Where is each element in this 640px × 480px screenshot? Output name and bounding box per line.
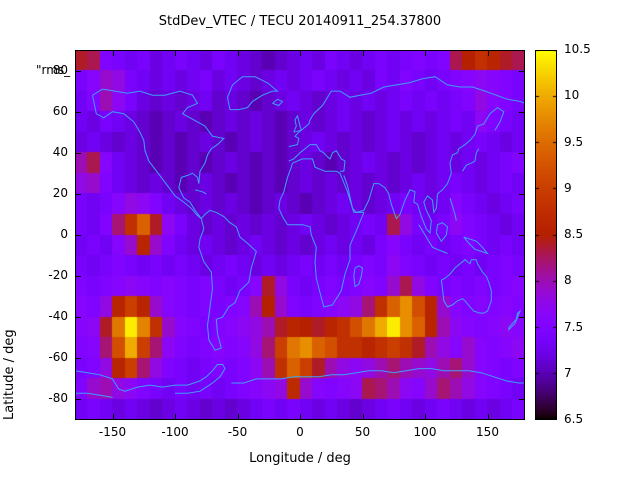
coastline-path	[418, 224, 448, 254]
coastline-path	[463, 236, 489, 255]
coastline-path	[288, 144, 346, 172]
colorbar-tick-label: 7	[564, 365, 572, 380]
coastline-path	[198, 209, 257, 351]
coastline-path	[92, 88, 225, 219]
y-tick-label: 0	[60, 227, 68, 241]
y-tick-label: -80	[48, 391, 68, 406]
colorbar-tick-label: 10	[564, 88, 580, 103]
coastline-path	[435, 222, 449, 243]
coastline-path	[226, 76, 279, 111]
colorbar-tick-label: 6.5	[564, 412, 584, 426]
chart-title: StdDev_VTEC / TECU 20140911_254.37800	[158, 14, 442, 29]
coastline-path	[508, 309, 522, 331]
colorbar-gradient	[535, 50, 557, 420]
x-tick-label: 50	[354, 425, 371, 439]
coastline-path	[75, 392, 113, 398]
coastline-path	[343, 106, 505, 235]
coastline-path	[231, 368, 525, 384]
y-tick-label: -40	[48, 309, 68, 324]
coastline-path	[272, 98, 284, 107]
y-tick-label: -20	[48, 268, 68, 283]
coastline-path	[278, 158, 365, 308]
y-tick-label: 20	[52, 185, 68, 200]
coastline-path	[449, 197, 457, 221]
coastline-path	[288, 76, 525, 148]
heatmap-canvas	[75, 50, 525, 420]
x-tick-label: 150	[476, 425, 499, 439]
coastline-path	[440, 259, 492, 314]
colorbar-tick-label: 9	[564, 180, 572, 195]
x-tick-label: -150	[98, 425, 127, 439]
colorbar-tick-label: 9.5	[564, 134, 584, 149]
coastline-path	[353, 265, 364, 288]
y-tick-label: 40	[52, 144, 68, 159]
y-tick-label: 60	[52, 103, 68, 118]
colorbar-tick-label: 7.5	[564, 319, 584, 334]
coastline-overlay	[75, 50, 525, 420]
x-tick-label: 0	[296, 425, 304, 439]
colorbar-tick-label: 10.5	[564, 42, 591, 56]
x-tick-label: -50	[227, 425, 248, 439]
x-tick-label: -100	[161, 425, 189, 439]
x-axis-label: Longitude / deg	[249, 451, 351, 466]
key-label: "rms_	[36, 63, 71, 77]
coastline-path	[75, 364, 226, 394]
y-tick-label: 80	[52, 62, 68, 77]
colorbar-tick-label: 8	[564, 273, 572, 288]
coastline-path	[293, 114, 302, 133]
coastline-path	[462, 148, 480, 172]
colorbar-tick-label: 8.5	[564, 227, 584, 241]
x-tick-label: 100	[413, 425, 437, 439]
coastline-path	[194, 189, 207, 195]
y-tick-label: -60	[48, 350, 68, 365]
